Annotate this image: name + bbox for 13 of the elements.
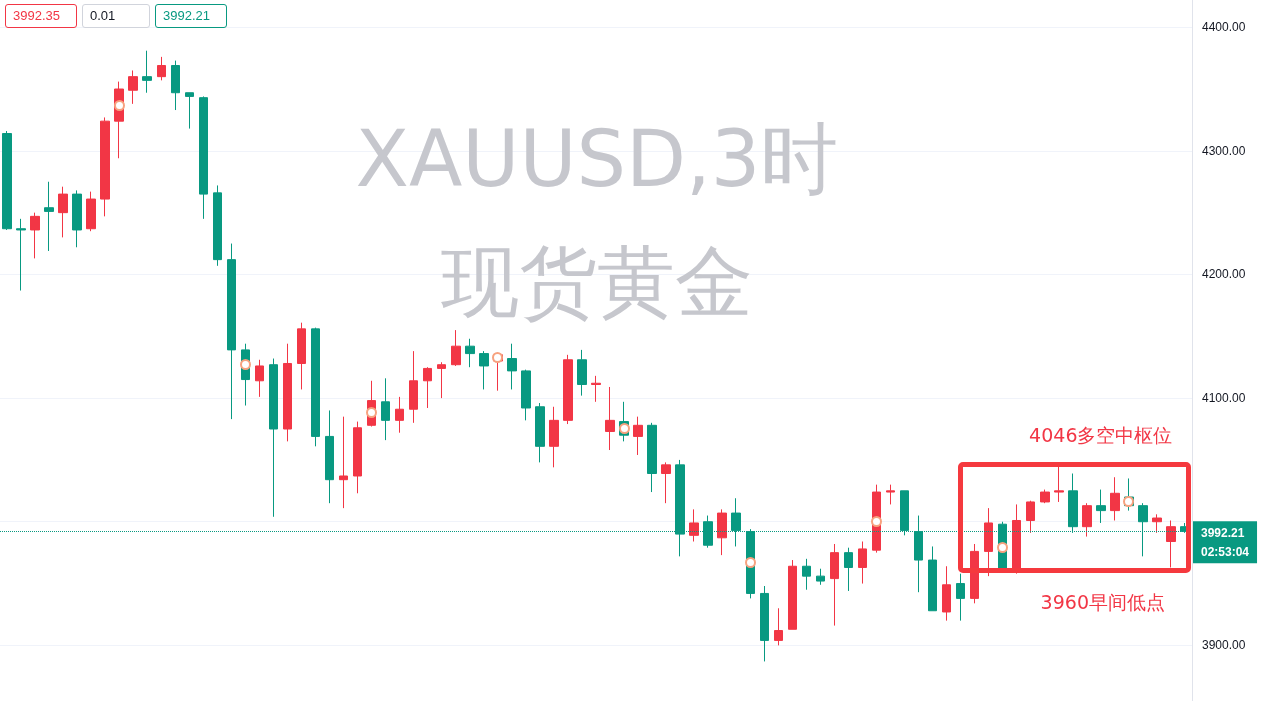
y-tick-label: 4100.00 [1202,391,1246,406]
annotation: 4046多空中枢位 [1029,424,1173,446]
y-tick-label: 4400.00 [1202,20,1246,35]
y-tick-label: 3900.00 [1202,638,1246,653]
y-tick-label: 4200.00 [1202,267,1246,282]
price-field: 3992.35 [5,4,77,28]
y-tick-label: 4300.00 [1202,143,1246,158]
ref-line-label: 3992.21 02:53:04 [1201,525,1250,559]
price-field: 3992.21 [155,4,227,28]
text: 现货黄金 [441,237,753,327]
annotation: 3960早间低点 [1040,591,1165,613]
price-field: 0.01 [82,4,150,28]
text: XAUUSD,3时 [355,114,839,204]
